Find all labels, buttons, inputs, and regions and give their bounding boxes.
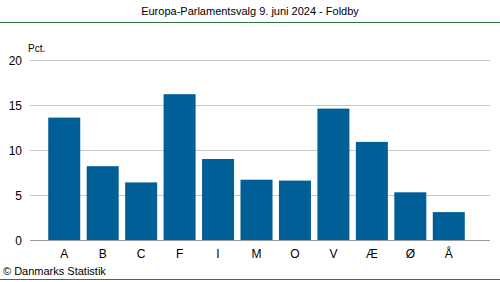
x-tick-label: O — [290, 247, 299, 261]
source: © Danmarks Statistik — [3, 265, 106, 277]
x-tick-label: A — [60, 247, 68, 261]
bar — [125, 182, 157, 240]
bar — [87, 166, 119, 240]
x-tick-label: M — [252, 247, 262, 261]
chart-root: Europa-Parlamentsvalg 9. juni 2024 - Fol… — [0, 0, 500, 282]
grid-line — [30, 150, 490, 151]
title: Europa-Parlamentsvalg 9. juni 2024 - Fol… — [141, 5, 359, 17]
x-tick-label: I — [216, 247, 219, 261]
y-label: Pct. — [28, 43, 45, 54]
y-tick-label: 0 — [15, 234, 22, 248]
frame-line — [0, 279, 500, 280]
y-tick-label: 15 — [9, 99, 23, 113]
bar — [202, 159, 234, 240]
x-tick-label: F — [176, 247, 183, 261]
bar — [394, 192, 426, 240]
chart-svg: Europa-Parlamentsvalg 9. juni 2024 - Fol… — [0, 0, 500, 282]
x-tick-label: B — [99, 247, 107, 261]
bar — [241, 180, 273, 240]
x-tick-label: C — [137, 247, 146, 261]
bar — [48, 118, 80, 240]
bar — [279, 181, 311, 240]
x-axis — [30, 240, 490, 241]
grid-line — [30, 240, 490, 241]
bar — [356, 142, 388, 240]
grid-line — [30, 60, 490, 61]
x-tick-label: Ø — [406, 247, 415, 261]
frame-line — [0, 22, 500, 23]
bar — [317, 109, 349, 240]
bar — [433, 212, 465, 240]
y-tick-label: 10 — [9, 144, 23, 158]
x-tick-label: Å — [445, 246, 453, 261]
y-tick-label: 5 — [15, 189, 22, 203]
bars — [48, 94, 465, 240]
grid-line — [30, 105, 490, 106]
y-tick-label: 20 — [9, 54, 23, 68]
x-tick-label: Æ — [366, 247, 378, 261]
x-tick-label: V — [329, 247, 337, 261]
bar — [164, 94, 196, 240]
